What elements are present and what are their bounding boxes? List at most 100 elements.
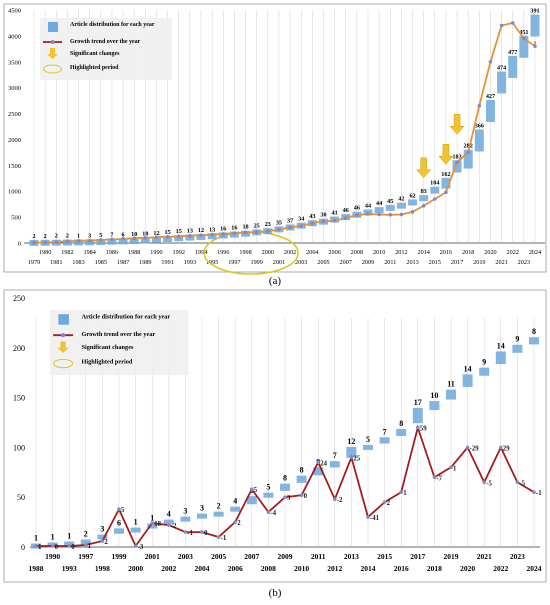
trend-point — [466, 150, 471, 155]
down-arrow-icon — [57, 341, 69, 354]
trend-point — [488, 59, 493, 64]
bar — [519, 35, 529, 58]
bar — [530, 14, 540, 37]
trend-point — [143, 236, 148, 240]
bar-value-label: 14 — [464, 364, 472, 373]
legend-b: Article distribution for each year Growth… — [50, 310, 189, 376]
x-tick-label: 1999 — [250, 259, 262, 266]
x-tick-label: 2015 — [377, 552, 392, 561]
bar-block-icon — [48, 22, 58, 32]
trend-point — [333, 497, 337, 501]
trend-point — [332, 218, 337, 223]
trend-point — [449, 465, 453, 470]
x-tick-label: 2016 — [394, 564, 409, 573]
bar — [479, 367, 490, 376]
trend-value-label: -1 — [221, 535, 227, 542]
x-tick-label: 2023 — [510, 552, 525, 561]
bar — [147, 523, 158, 529]
bar-value-label: 2 — [217, 502, 221, 511]
x-tick-label: 1988 — [128, 249, 140, 256]
x-tick-label: 1992 — [173, 249, 185, 256]
bar-value-label: 183 — [452, 153, 461, 160]
trend-value-label: -4 — [270, 510, 276, 517]
trend-value-label: 2 — [387, 500, 391, 507]
bar-value-label: 30 — [320, 212, 326, 219]
bar — [446, 389, 456, 400]
bar — [495, 351, 506, 365]
bar — [97, 534, 108, 540]
bar — [96, 239, 106, 246]
trend-point — [43, 240, 47, 245]
panel-a-frame — [3, 3, 547, 273]
x-tick-label: 2013 — [344, 552, 359, 561]
trend-point — [410, 210, 415, 214]
legend-box — [40, 18, 172, 80]
significant-change-arrow — [438, 144, 454, 165]
bar-value-label: 62 — [409, 192, 415, 199]
legend-a: Article distribution for each year Growth… — [40, 18, 172, 80]
trend-point — [32, 240, 36, 245]
x-tick-label: 2012 — [327, 564, 342, 573]
ellipse-icon — [53, 358, 74, 369]
bar-value-label: 8 — [283, 474, 287, 483]
trend-value-label: 0 — [304, 493, 308, 500]
trend-point — [165, 234, 170, 239]
bar-value-label: 11 — [447, 380, 455, 389]
bar-value-label: 1 — [67, 532, 71, 541]
y-tick-label: 200 — [13, 344, 25, 353]
trend-point — [416, 425, 420, 430]
trend-point — [349, 455, 354, 460]
trend-value-label: -5 — [519, 480, 525, 487]
y-tick-label: 250 — [13, 294, 25, 303]
bar — [114, 528, 124, 534]
bar-value-label: 15 — [165, 229, 171, 236]
x-tick-label: 2023 — [518, 259, 530, 266]
trend-point — [199, 233, 203, 238]
legend-label: Article distribution for each year — [70, 22, 155, 28]
bar-value-label: 104 — [430, 180, 439, 187]
x-tick-label: 1989 — [139, 259, 151, 266]
x-tick-label: 2003 — [178, 552, 193, 561]
bar — [429, 401, 440, 411]
trend-point — [444, 190, 448, 195]
trend-value-label: -41 — [370, 515, 380, 522]
trend-point — [266, 510, 271, 514]
x-tick-label: 2002 — [161, 564, 176, 573]
bar-value-label: 4 — [167, 510, 171, 519]
x-tick-label: 2005 — [211, 552, 226, 561]
bar-value-label: 43 — [309, 213, 315, 220]
x-tick-label: 1986 — [106, 249, 118, 256]
bar-value-label: 282 — [464, 143, 473, 150]
trend-value-label: 0 — [204, 530, 208, 537]
x-tick-label: 2018 — [427, 564, 442, 573]
trend-point — [310, 221, 315, 226]
trend-point — [50, 544, 55, 548]
trend-point — [455, 160, 459, 165]
bar-value-label: 1 — [150, 514, 154, 523]
x-tick-label: 1995 — [206, 259, 218, 266]
trend-point — [54, 240, 59, 244]
bar-value-label: 44 — [376, 200, 382, 207]
x-tick-label: 1988 — [29, 564, 44, 573]
trend-point — [132, 236, 136, 241]
bar — [474, 129, 484, 152]
trend-point — [321, 219, 326, 224]
trend-point — [183, 530, 188, 534]
trend-point — [154, 235, 159, 240]
bar — [129, 237, 139, 244]
bar — [280, 483, 290, 491]
legend-box — [50, 310, 189, 376]
trend-value-label: 29 — [503, 445, 510, 452]
bar — [151, 236, 161, 243]
trend-point — [76, 239, 81, 243]
x-tick-label: 2003 — [295, 259, 307, 266]
trend-point — [382, 500, 387, 504]
trend-point — [87, 238, 92, 243]
x-tick-label: 2011 — [384, 259, 396, 266]
bar-value-label: 10 — [131, 231, 137, 238]
bar-value-label: 83 — [421, 188, 427, 195]
trend-value-label: -1 — [536, 490, 542, 497]
bar-value-label: 2 — [44, 233, 47, 240]
bar — [396, 202, 406, 209]
bar-value-label: 35 — [276, 219, 282, 226]
